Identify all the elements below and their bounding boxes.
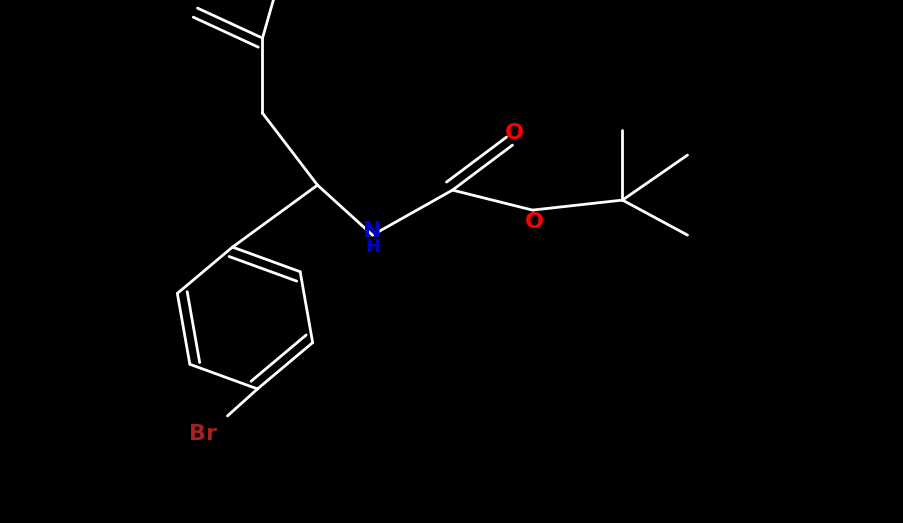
Text: H: H xyxy=(365,238,379,256)
Text: O: O xyxy=(525,212,544,232)
Text: N: N xyxy=(363,221,381,241)
Text: O: O xyxy=(505,123,524,143)
Text: Br: Br xyxy=(189,424,216,444)
